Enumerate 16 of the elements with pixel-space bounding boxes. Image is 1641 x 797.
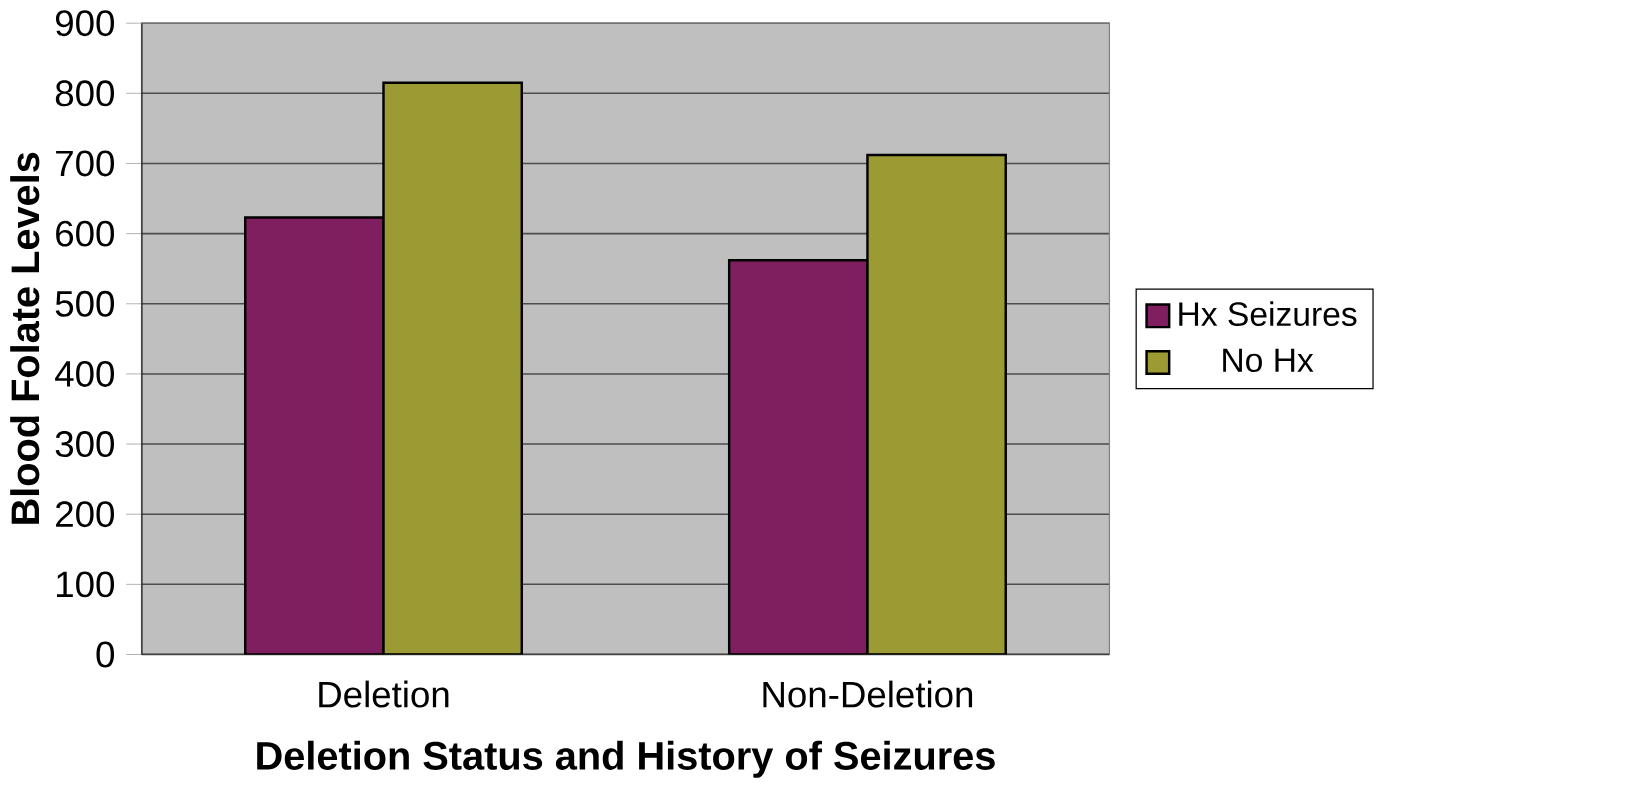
y-axis-title: Blood Folate Levels [10,152,40,524]
x-axis-title: Deletion Status and History of Seizures [257,740,995,778]
y-tick-label: 700 [56,150,115,177]
legend-label: Hx Seizures [1179,301,1357,326]
x-tick-label: Non-Deletion [763,680,973,708]
y-tick-label: 800 [55,80,115,107]
y-tick-label: 0 [96,641,115,668]
y-tick-label: 600 [56,220,115,247]
legend-label: No Hx [1223,348,1314,373]
y-tick-label: 200 [56,501,115,528]
y-tick-label: 900 [55,10,115,37]
x-tick-label: Deletion [319,680,449,708]
y-tick-label: 500 [55,290,115,317]
y-tick-label: 100 [57,571,115,598]
y-tick-label: 300 [55,431,115,457]
y-tick-label: 400 [55,360,115,387]
